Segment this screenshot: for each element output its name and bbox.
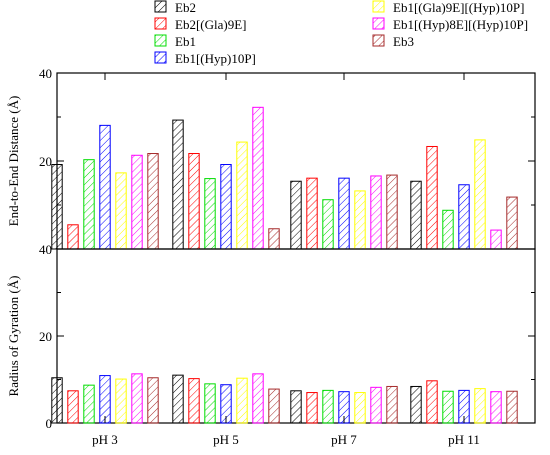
bar-top-s5-c3: [490, 229, 502, 250]
bar-bottom-s4-c3: [474, 388, 486, 424]
bar-top-s1-c1: [188, 153, 200, 250]
legend-label-6: Eb3: [393, 34, 414, 49]
bar-top-s4-c1: [236, 141, 248, 250]
bar-bottom-s1-c1: [188, 378, 200, 424]
bar-top-s2-c0: [83, 159, 95, 250]
x-tick-label-3: pH 11: [448, 432, 480, 447]
bar-bottom-s6-c2: [386, 385, 398, 424]
bar-bottom-s0-c1: [172, 374, 184, 424]
plot-end-to-end-distance: 40 20 40 End-to-End Distance (Å): [6, 66, 536, 257]
bar-top-s0-c0: [51, 164, 63, 250]
y-axis-label-bottom: Radius of Gyration (Å): [6, 276, 21, 397]
bar-bottom-s0-c0: [51, 377, 63, 424]
bar-top-s1-c0: [67, 224, 79, 250]
bar-bottom-s0-c3: [410, 385, 422, 424]
legend-label-5: Eb1[(Hyp)8E][(Hyp)10P]: [393, 17, 528, 32]
bar-top-s4-c0: [115, 172, 127, 250]
bar-top-s3-c1: [220, 164, 232, 250]
x-axis: pH 3 pH 5 pH 7 pH 11: [92, 73, 480, 447]
bar-top-s2-c2: [322, 199, 334, 250]
legend-label-1: Eb2[(Gla)9E]: [175, 17, 246, 32]
bar-bottom-s4-c2: [354, 392, 366, 424]
bar-top-s0-c3: [410, 180, 422, 250]
bar-bottom-s5-c0: [131, 373, 143, 424]
bar-top-s0-c1: [172, 119, 184, 250]
legend-swatch-0: [154, 0, 167, 13]
bar-bottom-s5-c2: [370, 386, 382, 424]
bar-top-s6-c1: [268, 228, 280, 250]
bar-bottom-s4-c0: [115, 378, 127, 424]
bar-bottom-s1-c3: [426, 380, 438, 424]
legend-label-2: Eb1: [175, 34, 196, 49]
plot-radius-of-gyration: 0 20 Radius of Gyration (Å): [6, 248, 536, 431]
bar-top-s5-c2: [370, 175, 382, 250]
bar-top-s1-c2: [306, 177, 318, 250]
bar-top-s5-c0: [131, 154, 143, 250]
legend-swatch-2: [154, 34, 167, 47]
bar-bottom-s1-c2: [306, 392, 318, 424]
bar-bottom-s2-c0: [83, 384, 95, 424]
bar-bottom-s2-c1: [204, 383, 216, 424]
legend-swatch-5: [372, 17, 385, 30]
x-tick-label-0: pH 3: [92, 432, 118, 447]
bar-bottom-s1-c0: [67, 390, 79, 424]
legend: Eb2 Eb2[(Gla)9E] Eb1 Eb1[(Hyp)10P] Eb1[(Gla)…: [154, 0, 528, 66]
ytick-label-top-1: 20: [39, 154, 52, 169]
legend-label-4: Eb1[(Gla)9E][(Hyp)10P]: [393, 0, 524, 15]
bar-top-s5-c1: [252, 106, 264, 250]
bar-top-s6-c3: [506, 196, 518, 250]
y-axis-label-top: End-to-End Distance (Å): [6, 96, 21, 227]
ytick-label-bottom-1: 20: [39, 329, 52, 344]
bar-bottom-s5-c3: [490, 391, 502, 424]
ytick-label-top-0: 40: [39, 66, 52, 81]
bar-bottom-s3-c0: [99, 375, 111, 424]
bar-bottom-s0-c2: [290, 390, 302, 424]
legend-label-0: Eb2: [175, 0, 196, 15]
bar-bottom-s5-c1: [252, 373, 264, 424]
bar-top-s1-c3: [426, 145, 438, 250]
bar-bottom-s2-c2: [322, 389, 334, 424]
bar-top-s4-c2: [354, 190, 366, 250]
legend-swatch-4: [372, 0, 385, 13]
legend-label-3: Eb1[(Hyp)10P]: [175, 51, 256, 66]
bar-bottom-s6-c0: [147, 377, 159, 424]
x-tick-label-2: pH 7: [331, 432, 357, 447]
ytick-label-top-2: 40: [39, 242, 52, 257]
bar-top-s6-c0: [147, 153, 159, 250]
bar-top-s2-c1: [204, 178, 216, 250]
bar-top-s0-c2: [290, 180, 302, 250]
bar-top-s3-c3: [458, 184, 470, 250]
bar-top-s3-c2: [338, 177, 350, 250]
bar-bottom-s6-c1: [268, 388, 280, 424]
legend-swatch-6: [372, 34, 385, 47]
legend-swatch-3: [154, 51, 167, 64]
bar-bottom-s2-c3: [442, 390, 454, 424]
bar-bottom-s4-c1: [236, 377, 248, 424]
bar-top-s2-c3: [442, 209, 454, 250]
x-tick-label-1: pH 5: [213, 432, 239, 447]
bar-top-s4-c3: [474, 139, 486, 250]
bar-top-s6-c2: [386, 174, 398, 250]
bar-bottom-s6-c3: [506, 390, 518, 424]
bar-top-s3-c0: [99, 124, 111, 250]
ytick-label-bottom-0: 0: [46, 416, 53, 431]
legend-swatch-1: [154, 17, 167, 30]
